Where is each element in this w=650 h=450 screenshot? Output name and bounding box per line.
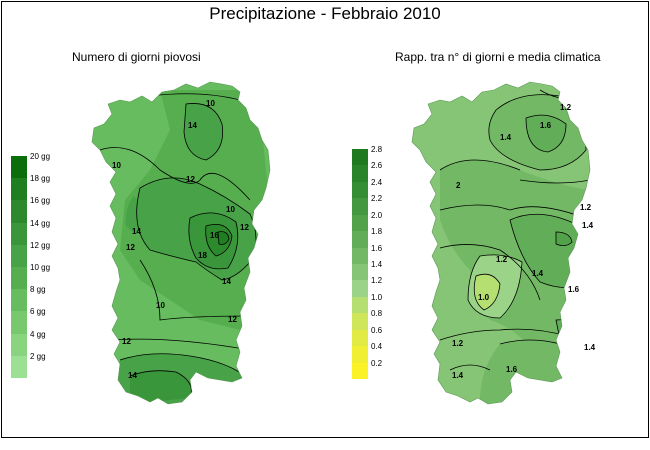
legend-swatch [11,244,27,268]
contour-label: 16 [210,231,219,240]
legend-label: 4 gg [30,329,46,339]
legend-swatch [352,329,368,347]
legend-swatch [352,181,368,199]
right-contour-labels: 1.2 1.6 1.4 2 1.2 1.4 1.2 1.4 1.0 1.6 1.… [452,103,596,380]
contour-label: 1.4 [452,371,464,380]
contour-label: 14 [222,277,231,286]
contour-label: 14 [188,121,197,130]
contour-label: 12 [228,315,237,324]
legend-swatch [11,289,27,312]
legend-swatch [11,355,27,379]
legend-label: 20 gg [30,152,51,161]
legend-label: 2.0 [371,210,383,220]
legend-swatch [11,178,27,201]
legend-label: 1.6 [371,243,383,253]
left-map: 10 10 14 12 10 12 14 18 16 14 12 10 12 1… [91,81,271,405]
legend-label: 12 gg [30,240,51,250]
contour-label: 1.4 [582,221,594,230]
contour-label: 14 [128,371,137,380]
contour-label: 18 [198,251,207,260]
legend-label: 1.4 [371,260,383,269]
contour-label: 1.6 [568,285,580,294]
contour-label: 1.2 [560,103,572,112]
legend-label: 1.2 [371,276,383,286]
legend-swatch [11,267,27,290]
figure-title: Precipitazione - Febbraio 2010 [209,4,441,23]
legend-label: 0.2 [371,358,383,368]
legend-label: 2 gg [30,351,46,361]
left-panel-subtitle: Numero di giorni piovosi [72,50,201,64]
contour-label: 10 [156,301,165,310]
legend-swatch [352,247,368,265]
legend-label: 18 gg [30,174,51,184]
right-map: 1.2 1.6 1.4 2 1.2 1.4 1.2 1.4 1.0 1.6 1.… [411,81,596,405]
legend-label: 16 gg [30,196,51,206]
legend-swatch [352,231,368,249]
right-panel-subtitle: Rapp. tra n° di giorni e media climatica [395,50,601,64]
legend-swatch [11,156,27,179]
legend-swatch [11,333,27,357]
legend-label: 2.6 [371,161,383,171]
legend-swatch [352,313,368,331]
contour-label: 1.2 [452,339,464,348]
legend-label: 2.2 [371,194,383,204]
left-legend: 20 gg 18 gg 16 gg 14 gg 12 gg 10 gg 8 gg 6 gg 4 … [11,152,71,379]
contour-label: 12 [240,223,249,232]
legend-swatch [352,346,368,364]
contour-label: 1.0 [478,293,490,302]
right-legend: 2.8 2.6 2.4 2.2 2.0 1.8 1.6 1.4 1.2 1.0 0.8 0.6 0.4 0… [352,145,412,380]
legend-swatch [352,264,368,281]
contour-label: 1.2 [580,203,592,212]
legend-label: 10 gg [30,263,51,272]
legend-swatch [352,149,368,166]
contour-label: 10 [112,161,121,170]
contour-label: 10 [226,205,235,214]
legend-label: 6 gg [30,307,46,317]
legend-label: 2.4 [371,177,383,187]
legend-swatch [11,222,27,246]
legend-label: 8 gg [30,285,46,295]
legend-label: 2.8 [371,145,383,154]
legend-swatch [352,362,368,380]
contour-label: 14 [132,227,141,236]
legend-swatch [352,198,368,216]
left-contour-labels: 10 10 14 12 10 12 14 18 16 14 12 10 12 1… [112,99,249,380]
legend-label: 14 gg [30,218,51,228]
contour-label: 1.2 [496,255,508,264]
legend-swatch [11,200,27,224]
legend-label: 0.8 [371,309,383,319]
legend-label: 0.4 [371,342,383,352]
legend-label: 1.8 [371,227,383,237]
contour-label: 1.4 [532,269,544,278]
legend-swatch [352,296,368,314]
contour-label: 12 [186,175,195,184]
legend-label: 0.6 [371,325,383,335]
contour-label: 1.4 [584,343,596,352]
contour-label: 2 [456,181,461,190]
contour-label: 10 [206,99,215,108]
legend-swatch [352,280,368,298]
legend-label: 1.0 [371,292,383,302]
contour-label: 1.6 [506,365,518,374]
legend-swatch [352,165,368,183]
contour-label: 12 [126,243,135,252]
contour-label: 1.6 [540,121,552,130]
contour-label: 1.4 [500,133,512,142]
contour-label: 12 [122,337,131,346]
legend-swatch [11,311,27,335]
legend-swatch [352,214,368,232]
